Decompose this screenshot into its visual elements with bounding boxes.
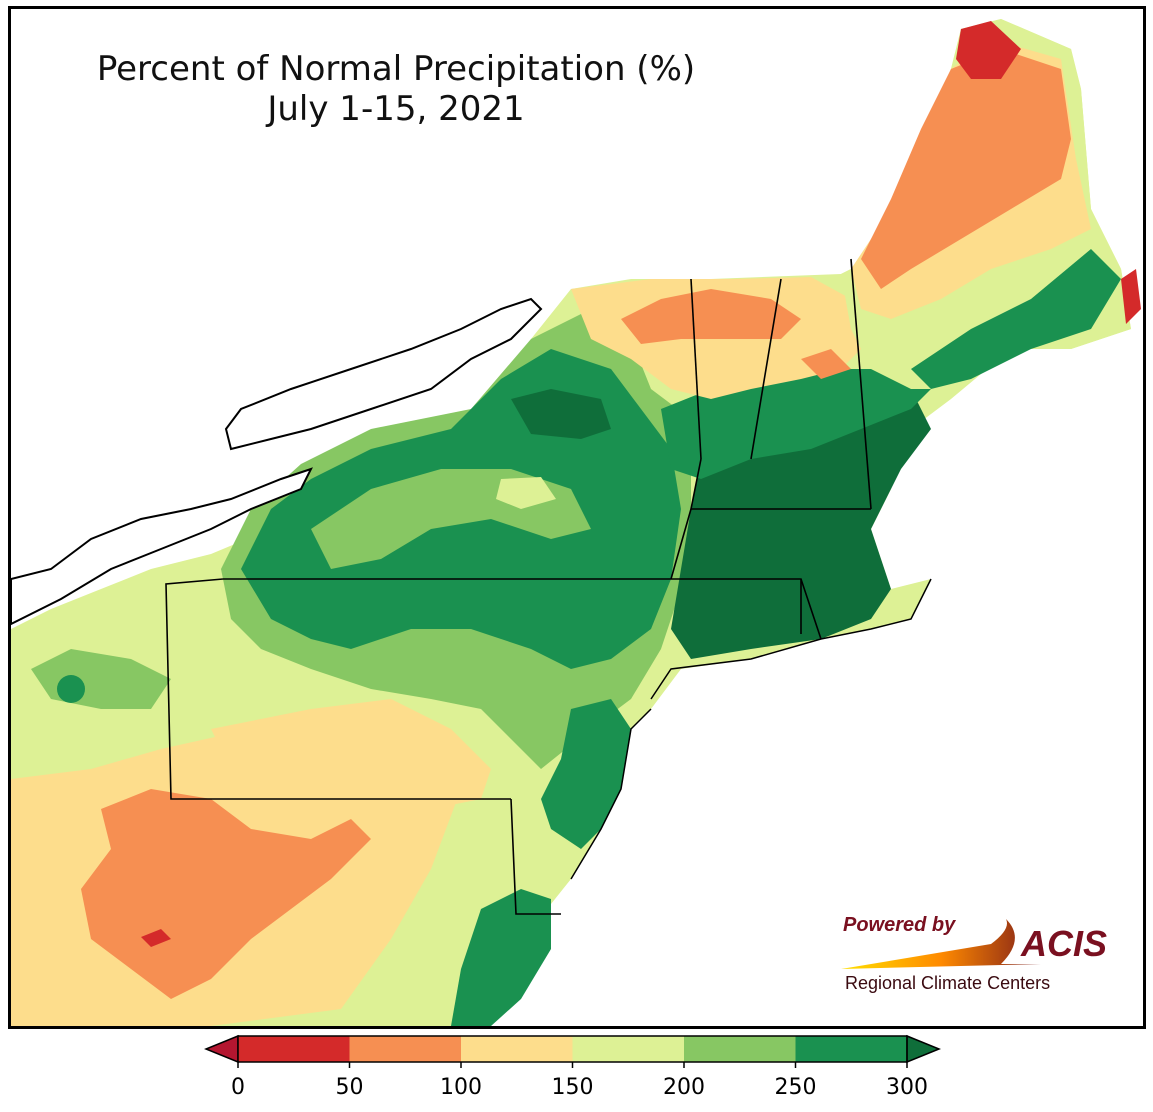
logo-powered-by: Powered by <box>843 914 956 936</box>
legend-over-arrow <box>906 1034 941 1064</box>
region-maine-red <box>956 21 1021 79</box>
state-boundaries <box>165 258 872 915</box>
lake-ontario <box>224 297 543 451</box>
precipitation-map <box>11 19 1141 1026</box>
map-frame: Percent of Normal Precipitation (%) July… <box>8 6 1146 1029</box>
region-green-ne-border <box>661 369 931 479</box>
legend-under-arrow <box>204 1034 239 1064</box>
lake-erie <box>11 467 313 626</box>
color-legend: 0 50 100 150 200 250 300 <box>204 1034 941 1100</box>
legend-bin-100-150 <box>461 1036 573 1062</box>
region-tan-pa <box>211 699 491 809</box>
legend-tick-label: 0 <box>231 1075 245 1100</box>
region-green-nj <box>541 699 631 849</box>
legend-tick-label: 300 <box>886 1075 928 1100</box>
region-darkest-ny <box>511 389 611 439</box>
legend-tick-label: 100 <box>440 1075 482 1100</box>
logo-brand: ACIS <box>1020 923 1107 964</box>
legend-bin-250-300 <box>795 1036 907 1062</box>
region-pale-ny-spot <box>496 477 556 509</box>
map-subtitle: July 1-15, 2021 <box>267 89 525 129</box>
legend-tick-label: 250 <box>775 1075 817 1100</box>
region-orange-vt <box>621 289 801 344</box>
legend-bin-150-200 <box>572 1036 684 1062</box>
region-maine-orange <box>861 49 1071 289</box>
acis-logo: Powered by ACIS Regional Climate Centers <box>841 914 1107 993</box>
region-orange-nh <box>801 349 851 379</box>
map-title: Percent of Normal Precipitation (%) <box>96 49 696 89</box>
flame-icon <box>841 919 1041 969</box>
legend-tick-label: 200 <box>663 1075 705 1100</box>
legend-bin-0-50 <box>238 1036 350 1062</box>
legend-bin-200-250 <box>684 1036 796 1062</box>
region-maine-green-coast <box>911 249 1121 389</box>
legend-tick-label: 50 <box>336 1075 364 1100</box>
coastline <box>570 578 932 880</box>
region-maine-red-coast <box>1121 269 1141 324</box>
region-orange-sw <box>81 789 371 999</box>
region-dark-west <box>57 675 85 703</box>
region-red-spot <box>141 929 171 947</box>
region-green-delmarva <box>451 889 551 1026</box>
logo-tagline: Regional Climate Centers <box>845 973 1050 993</box>
legend-tick-label: 150 <box>552 1075 594 1100</box>
legend-bin-50-100 <box>349 1036 461 1062</box>
